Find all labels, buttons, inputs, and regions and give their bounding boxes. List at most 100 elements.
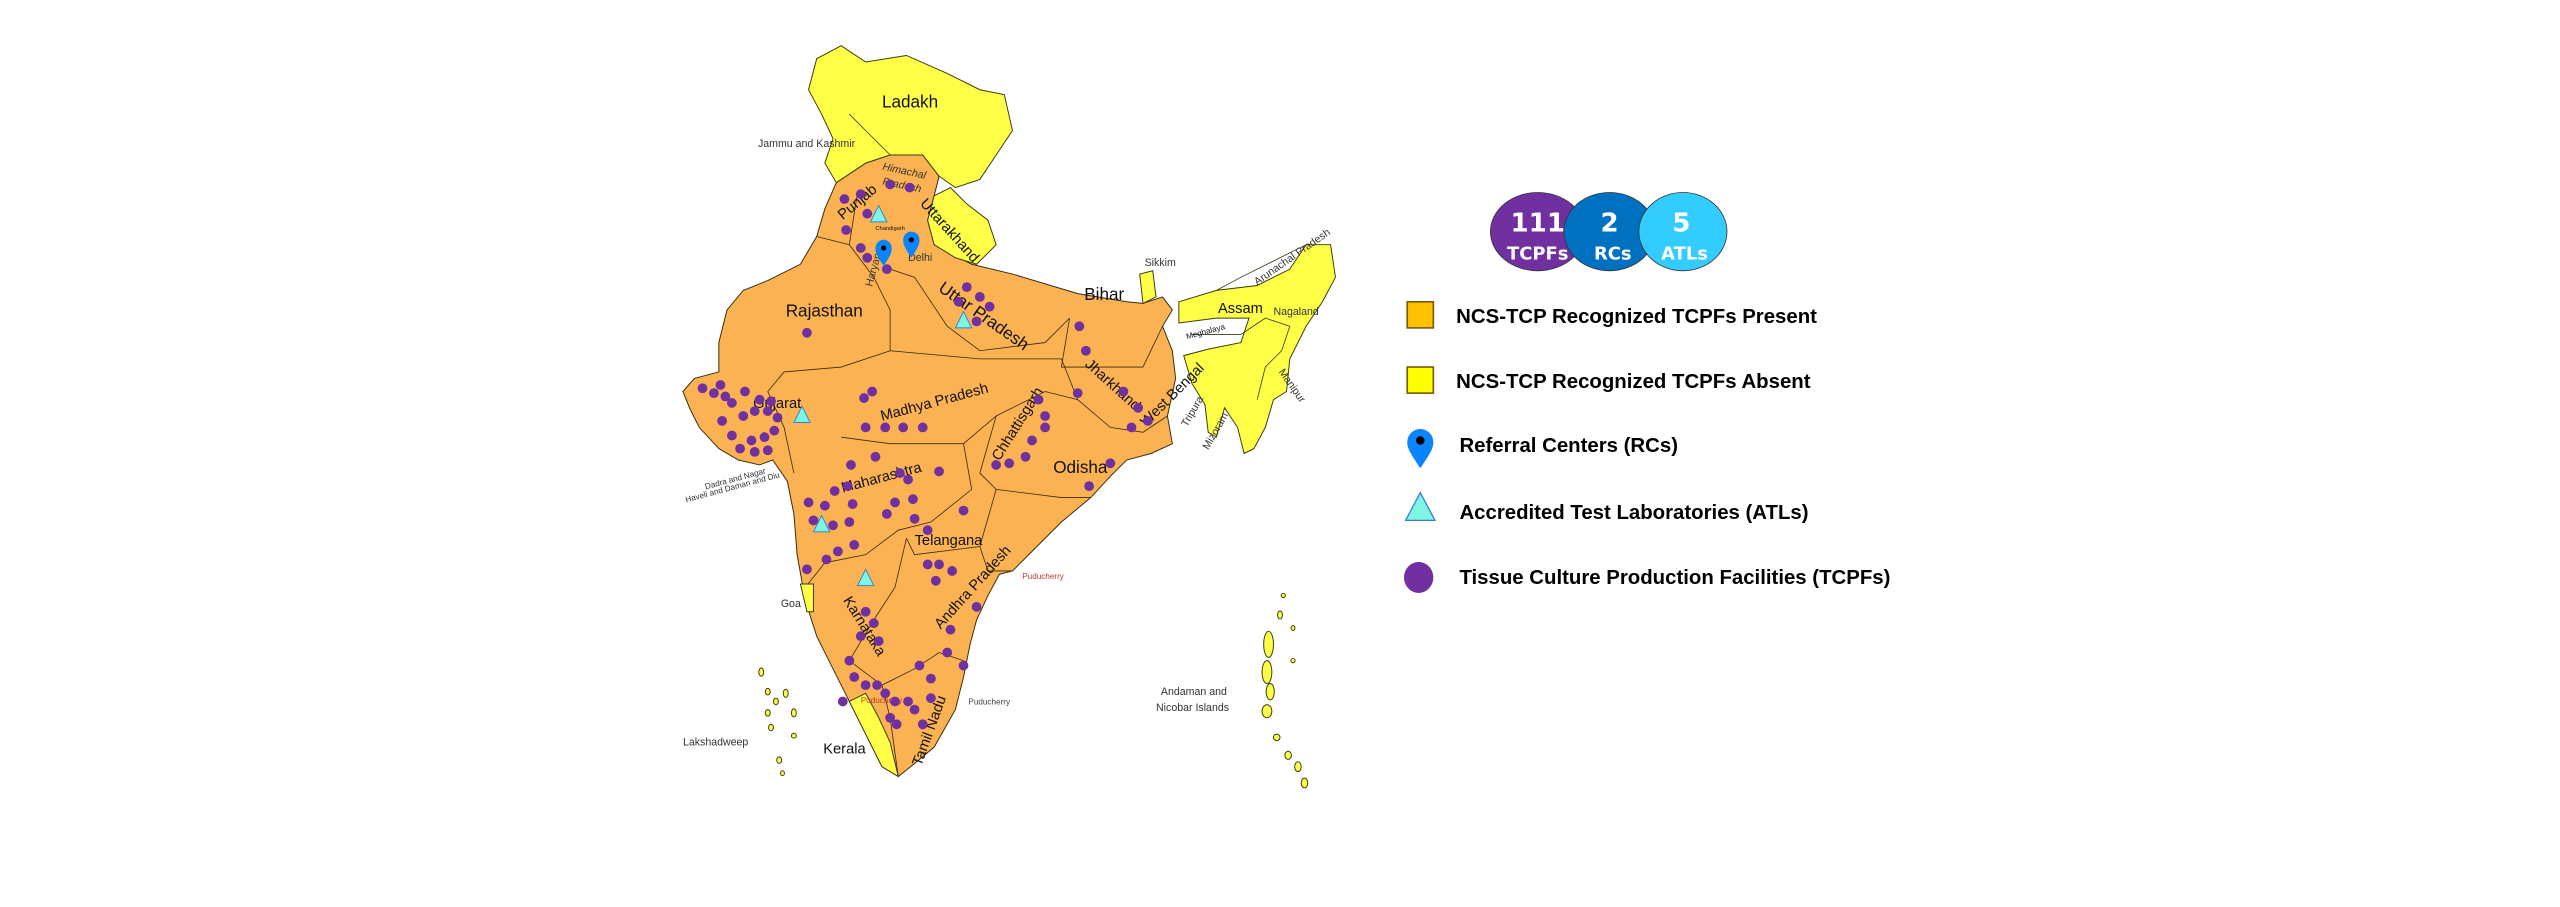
tcpf-marker xyxy=(1040,411,1050,421)
region-northeast xyxy=(1178,244,1336,455)
tcpf-marker xyxy=(860,680,871,691)
tcpf-marker xyxy=(802,564,812,575)
tcpf-marker xyxy=(958,505,969,516)
tcpf-marker xyxy=(859,393,869,403)
tcpf-marker xyxy=(754,394,765,405)
tcpf-marker xyxy=(903,696,913,707)
tcpf-marker xyxy=(1133,402,1143,413)
tcpf-marker xyxy=(735,443,745,454)
tcpf-marker xyxy=(991,460,1002,470)
tcpf-marker xyxy=(844,655,855,666)
label-nagaland: Nagaland xyxy=(1273,306,1318,318)
tcpf-marker xyxy=(873,636,884,646)
tcpf-marker xyxy=(715,380,726,390)
tcpf-marker xyxy=(917,719,928,730)
tcpf-marker xyxy=(697,383,708,394)
tcpf-marker xyxy=(881,264,892,275)
tcpf-marker xyxy=(829,486,840,496)
label-puducherry-1: Puducherry xyxy=(1022,572,1065,581)
label-rajasthan: Rajasthan xyxy=(786,301,863,320)
summary-tcpf: 111 TCPFs xyxy=(1490,192,1586,272)
tcpf-marker xyxy=(895,468,905,478)
tcpf-marker xyxy=(726,398,737,408)
rc-marker xyxy=(903,231,920,258)
label-puducherry-2: Puducherry xyxy=(861,696,904,705)
summary-atl-count: 5 xyxy=(1672,209,1690,239)
tcpf-marker xyxy=(862,252,873,263)
tcpf-marker xyxy=(844,517,855,527)
summary-rc-label: RCs xyxy=(1594,243,1632,264)
tcpf-marker xyxy=(934,559,944,570)
tcpf-marker xyxy=(922,525,933,536)
atl-markers xyxy=(793,204,973,587)
yellow-square-icon xyxy=(1406,366,1435,394)
region-jammu-kashmir-ladakh xyxy=(808,45,1013,189)
tcpf-marker xyxy=(1033,394,1044,405)
tcpf-marker xyxy=(909,704,920,715)
triangle-icon xyxy=(1404,491,1437,522)
tcpf-marker xyxy=(909,513,920,524)
tcpf-marker xyxy=(953,296,964,307)
tcpf-marker xyxy=(930,575,941,586)
tcpf-marker xyxy=(1074,321,1085,332)
summary-atl: 5 ATLs xyxy=(1638,192,1728,272)
tcpf-marker xyxy=(1142,415,1153,426)
tcpf-marker xyxy=(828,520,838,531)
andaman-nicobar-islands xyxy=(1261,592,1309,789)
label-kerala: Kerala xyxy=(823,742,866,758)
region-sikkim xyxy=(1139,270,1157,305)
tcpf-marker xyxy=(890,696,900,707)
tcpf-marker xyxy=(1004,458,1015,469)
tcpf-marker xyxy=(945,624,956,635)
tcpf-marker xyxy=(749,446,760,457)
tcpf-marker xyxy=(802,327,812,338)
map-pin-icon xyxy=(1407,429,1434,469)
label-sikkim: Sikkim xyxy=(1145,257,1176,269)
tcpf-marker xyxy=(846,460,856,470)
india-map xyxy=(682,45,1336,789)
tcpf-marker xyxy=(855,189,866,200)
tcpf-marker xyxy=(717,415,727,426)
region-goa xyxy=(799,583,814,613)
tcpf-marker xyxy=(974,292,985,302)
tcpf-marker xyxy=(769,425,780,436)
legend-item-atl: Accredited Test Laboratories (ATLs) xyxy=(1404,491,1809,524)
label-meghalaya: Meghalaya xyxy=(1185,322,1226,341)
tcpf-marker xyxy=(841,225,851,235)
tcpf-marker xyxy=(1118,386,1129,397)
tcpf-marker xyxy=(971,601,982,612)
tcpf-marker xyxy=(766,396,776,407)
tcpf-marker xyxy=(890,497,900,508)
tcpf-marker xyxy=(709,388,719,399)
label-mizoram: Mizoram xyxy=(1200,410,1231,451)
lakshadweep-islands xyxy=(758,667,797,777)
atl-marker xyxy=(856,568,875,587)
label-andaman-2: Nicobar Islands xyxy=(1156,702,1229,714)
tcpf-marker xyxy=(934,466,944,477)
tcpf-marker xyxy=(759,432,770,443)
tcpf-marker xyxy=(837,696,848,707)
tcpf-marker xyxy=(942,647,953,658)
tcpf-marker xyxy=(738,411,749,421)
label-puducherry-3: Puducherry xyxy=(968,698,1011,707)
tcpf-marker xyxy=(971,316,982,327)
tcpf-marker xyxy=(903,474,913,485)
tcpf-marker xyxy=(726,430,737,441)
label-assam: Assam xyxy=(1218,301,1263,317)
region-tcpf-present-mainland xyxy=(682,154,1177,778)
tcpf-marker xyxy=(746,435,757,446)
rc-markers xyxy=(875,231,920,266)
tcpf-marker xyxy=(842,481,853,492)
tcpf-marker xyxy=(926,693,936,704)
tcpf-marker xyxy=(749,406,760,416)
label-lakshadweep: Lakshadweep xyxy=(683,737,748,749)
tcpf-marker xyxy=(1072,388,1083,399)
tcpf-marker xyxy=(1020,451,1031,462)
tcpf-marker xyxy=(958,660,969,671)
tcpf-marker xyxy=(885,179,896,190)
tcpf-marker xyxy=(891,719,902,730)
label-odisha: Odisha xyxy=(1053,458,1108,477)
legend-item-absent: NCS-TCP Recognized TCPFs Absent xyxy=(1406,366,1811,394)
tcpf-marker xyxy=(855,243,866,253)
tcpf-markers xyxy=(697,179,1153,730)
